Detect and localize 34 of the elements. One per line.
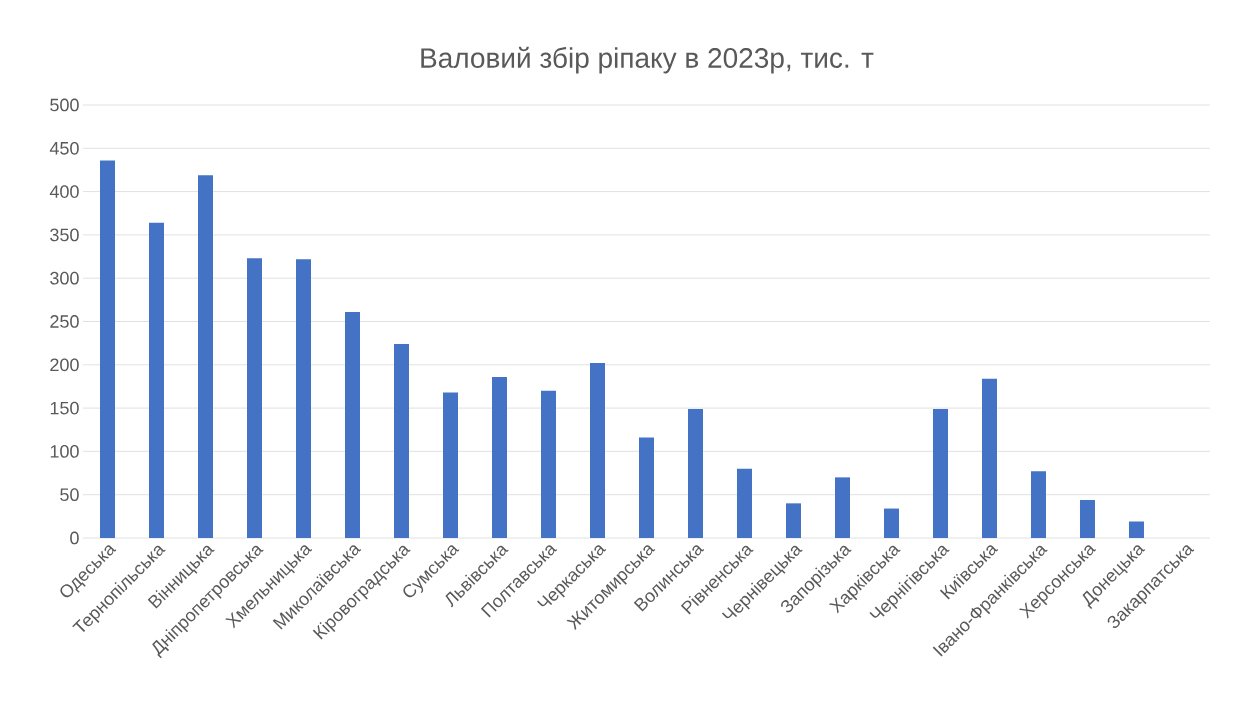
bar <box>785 503 801 538</box>
bar <box>638 437 654 538</box>
y-tick-label: 250 <box>50 315 79 328</box>
bar <box>492 376 507 538</box>
y-tick-label: 0 <box>70 531 79 545</box>
bar <box>541 390 556 538</box>
bar <box>1128 521 1144 538</box>
y-tick-label: 500 <box>50 98 79 112</box>
bar <box>590 363 605 538</box>
bar <box>247 258 262 538</box>
bar <box>883 508 899 538</box>
bar <box>1030 471 1046 538</box>
bar <box>198 175 213 538</box>
bar <box>687 408 703 538</box>
bar <box>1079 499 1095 538</box>
bar <box>345 311 360 538</box>
bar <box>981 378 997 538</box>
y-tick-label: 50 <box>60 488 79 502</box>
y-tick-label: 150 <box>50 401 79 415</box>
bar <box>443 392 458 538</box>
y-tick-label: 350 <box>50 228 79 242</box>
y-tick-label: 100 <box>50 445 79 458</box>
bar <box>932 408 948 538</box>
bar <box>736 468 752 538</box>
y-tick-label: 400 <box>49 185 79 198</box>
bar <box>296 259 311 538</box>
y-tick-label: 300 <box>50 271 79 285</box>
bar <box>834 477 850 538</box>
chart-title: Валовий збір ріпаку в 2023р, тис. т <box>421 46 874 74</box>
y-tick-label: 200 <box>50 358 79 372</box>
bar <box>394 344 409 538</box>
bar <box>149 222 165 538</box>
y-tick-label: 450 <box>49 141 79 155</box>
bar <box>100 160 116 538</box>
